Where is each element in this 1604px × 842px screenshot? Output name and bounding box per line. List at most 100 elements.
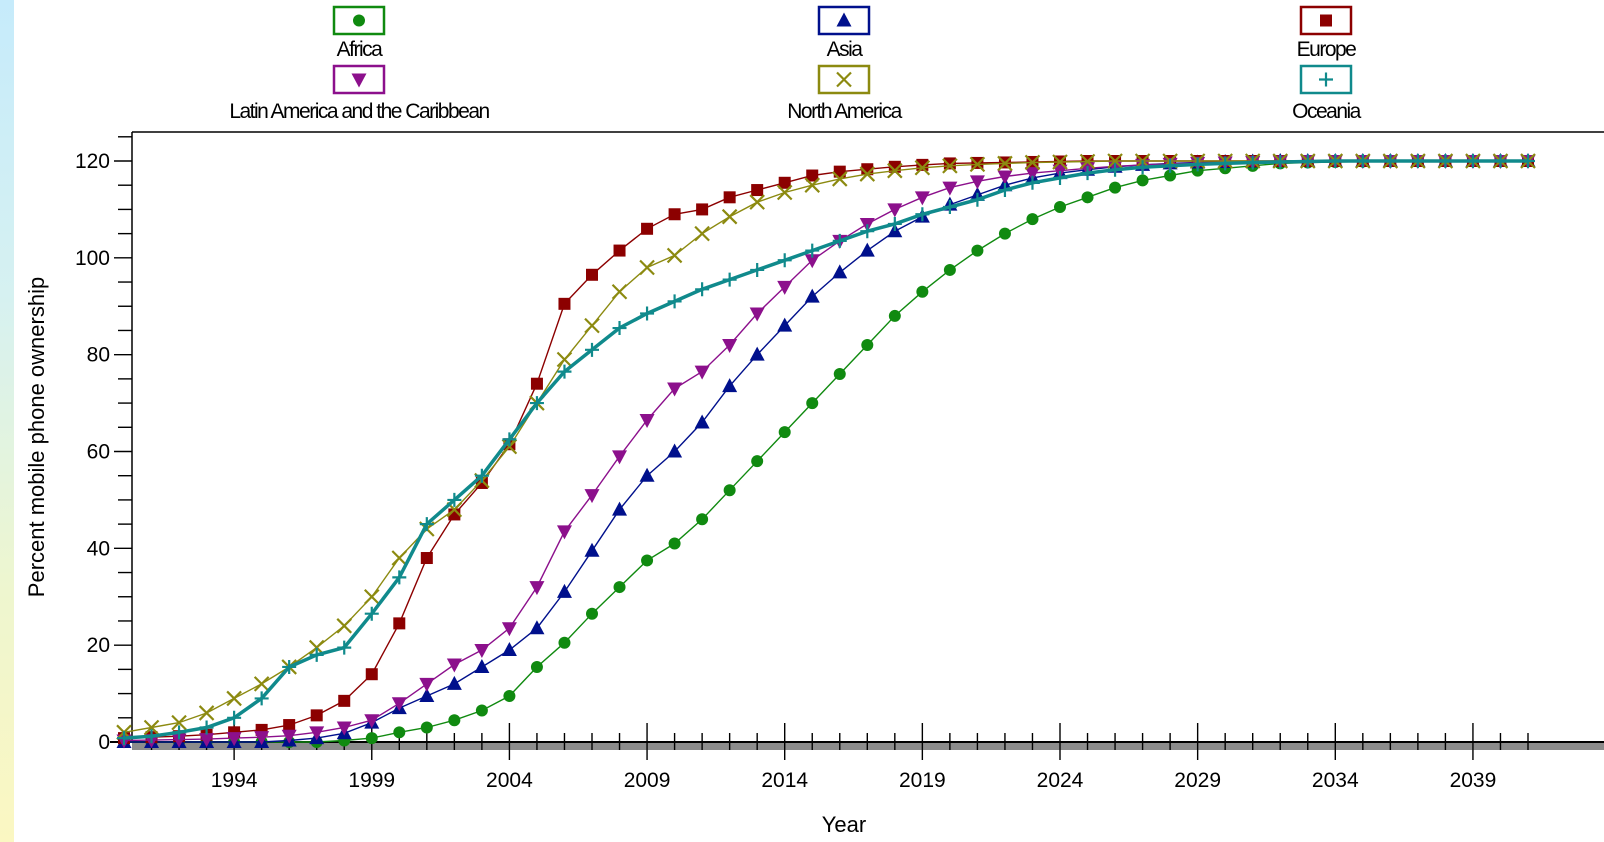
data-point — [942, 199, 957, 214]
data-point — [446, 658, 462, 673]
data-point — [1136, 174, 1149, 187]
data-point — [860, 224, 875, 239]
data-point — [942, 158, 958, 174]
line-chart: Africa Asia Europe Latin America and the Ca… — [24, 5, 1604, 837]
series-europe — [118, 155, 1534, 745]
chart-panel: Africa Asia Europe Latin America and the Ca… — [14, 0, 1604, 842]
data-point — [696, 513, 709, 526]
data-point — [971, 244, 984, 257]
data-point — [1163, 158, 1178, 173]
data-point — [1025, 175, 1040, 190]
data-point — [833, 368, 846, 381]
data-point — [777, 317, 793, 332]
data-point — [391, 550, 408, 566]
data-point — [144, 729, 159, 744]
data-point — [419, 688, 435, 703]
triangle-down-marker-icon — [351, 73, 367, 88]
data-point — [474, 644, 490, 659]
data-point — [283, 719, 296, 732]
x-tick-label: 2014 — [761, 769, 808, 792]
data-point — [391, 697, 407, 712]
data-point — [887, 203, 903, 218]
data-point — [639, 414, 655, 429]
data-point — [254, 731, 270, 746]
y-tick-label: 100 — [75, 247, 110, 270]
data-point — [749, 307, 765, 322]
data-point — [474, 658, 490, 673]
data-point — [969, 156, 986, 173]
data-point — [778, 176, 791, 189]
data-point — [337, 640, 352, 655]
legend-label: Europe — [1297, 38, 1357, 61]
data-point — [1273, 154, 1288, 169]
data-point — [1081, 191, 1094, 204]
data-point — [584, 489, 600, 504]
data-point — [309, 647, 324, 662]
data-point — [1079, 153, 1096, 170]
series-line — [123, 160, 1528, 742]
data-point — [1493, 154, 1508, 168]
data-point — [501, 438, 518, 455]
data-point — [887, 216, 902, 231]
data-point — [916, 285, 929, 298]
data-point — [585, 342, 599, 357]
data-point — [1107, 153, 1123, 169]
series-oceania — [117, 154, 1535, 746]
series-layer — [116, 153, 1536, 749]
plus-marker-icon — [1319, 72, 1333, 87]
data-point — [529, 581, 545, 596]
data-point — [667, 294, 682, 309]
data-point — [805, 243, 820, 258]
data-point — [806, 169, 819, 182]
x-axis-title: Year — [822, 812, 866, 837]
x-marker-icon — [836, 71, 852, 88]
data-point — [1164, 169, 1177, 182]
x-axis-shadow — [132, 743, 1604, 750]
data-point — [749, 194, 765, 210]
legend-item-oceania: Oceania — [1292, 64, 1363, 123]
data-point — [420, 721, 433, 734]
data-point — [557, 364, 572, 379]
data-point — [667, 382, 683, 397]
data-point — [831, 171, 848, 187]
data-point — [832, 233, 847, 248]
data-point — [997, 155, 1013, 172]
data-point — [998, 227, 1011, 240]
data-point — [336, 618, 353, 634]
data-point — [447, 492, 462, 507]
data-point — [695, 282, 710, 297]
data-point — [365, 732, 378, 745]
legend-item-africa: Africa — [332, 5, 386, 61]
data-point — [1383, 154, 1398, 168]
data-point — [613, 581, 626, 594]
legend-label: Latin America and the Caribbean — [229, 100, 489, 123]
legend-item-north-america: North America — [787, 64, 904, 123]
data-point — [419, 677, 435, 692]
series-line — [123, 159, 1528, 740]
data-point — [392, 570, 407, 585]
x-tick-label: 2034 — [1312, 769, 1359, 792]
data-point — [915, 207, 930, 222]
data-point — [1080, 166, 1095, 181]
data-point — [750, 262, 765, 277]
data-point — [640, 306, 655, 321]
data-point — [117, 731, 131, 746]
x-tick-label: 1999 — [348, 769, 395, 792]
data-point — [420, 552, 433, 565]
data-point — [558, 636, 571, 649]
data-point — [641, 222, 654, 235]
data-point — [778, 426, 791, 439]
data-point — [1024, 154, 1041, 171]
data-point — [694, 365, 710, 380]
data-point — [584, 542, 600, 557]
data-point — [586, 268, 598, 281]
data-point — [448, 508, 461, 521]
data-point — [393, 617, 406, 630]
data-point — [639, 467, 655, 482]
data-point — [309, 726, 325, 741]
data-point — [501, 622, 517, 637]
series-asia — [116, 153, 1536, 748]
x-tick-label: 2039 — [1450, 769, 1497, 792]
data-point — [751, 455, 764, 468]
data-point — [448, 714, 461, 727]
